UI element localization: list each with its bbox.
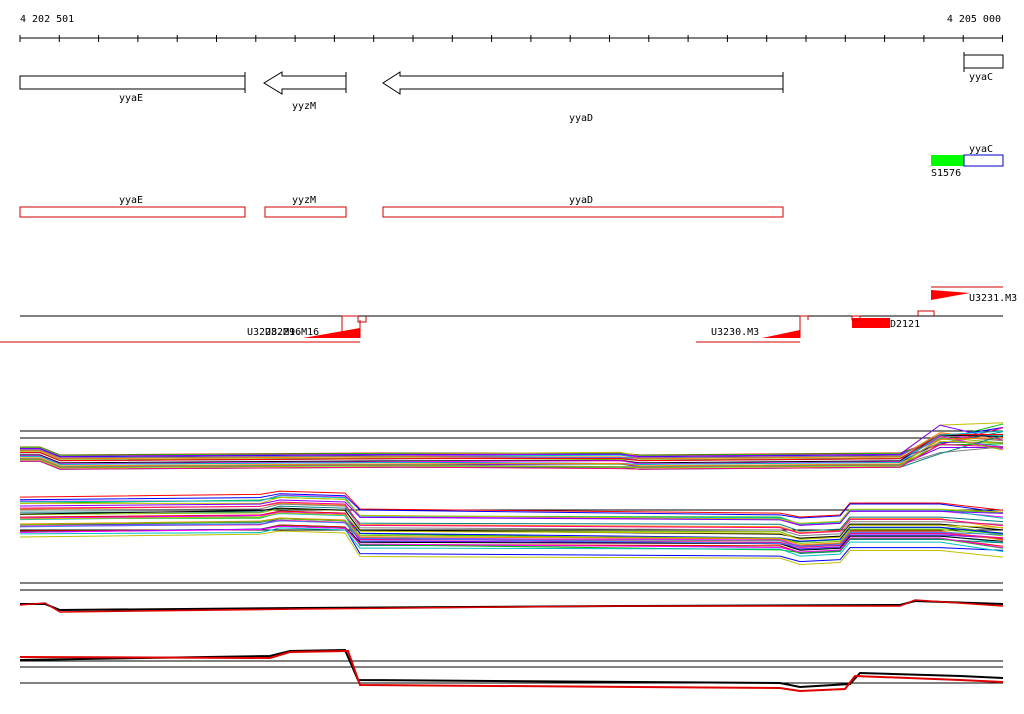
gene-label: yyzM [292, 101, 316, 112]
profile [20, 437, 1004, 456]
profile [20, 424, 1004, 457]
gene-track [19, 52, 1004, 95]
ruler-end: 4 205 000 [947, 14, 1001, 25]
gene-label: yyaD [569, 113, 593, 124]
profile [20, 427, 1004, 458]
feature-label: S1576 [931, 168, 961, 179]
feature-label: U3228.M16 [247, 327, 301, 338]
profile [20, 432, 1004, 460]
feature-label: D2121 [890, 319, 920, 330]
profile [19, 493, 1004, 519]
gene-label: yyaE [119, 195, 143, 206]
feature-box [931, 155, 964, 166]
profile [19, 505, 1004, 532]
profile [19, 527, 1004, 557]
profile [19, 503, 1004, 537]
profile [19, 507, 1004, 539]
operon-track [19, 206, 784, 218]
profile [19, 490, 1004, 518]
profile [19, 525, 1004, 553]
profile [20, 435, 1004, 465]
transcript-track [0, 286, 1003, 343]
profile [19, 517, 1004, 546]
gene-label: yyaE [119, 93, 143, 104]
gene-label: yyzM [292, 195, 316, 206]
profile [19, 520, 1004, 547]
feature-label: U3229.M16 [265, 327, 319, 338]
profile [20, 423, 1004, 456]
ruler: 4 202 501 4 205 000 [19, 14, 1003, 42]
profile [19, 496, 1004, 524]
feature-label: U3230.M3 [711, 327, 759, 338]
profile [20, 422, 1004, 457]
profile [19, 495, 1004, 525]
feature-label: U3231.M3 [969, 293, 1017, 304]
profile [19, 502, 1004, 534]
profile [19, 512, 1004, 540]
profile [19, 518, 1004, 544]
feature-box [963, 154, 1004, 167]
expression-profiles [19, 422, 1004, 693]
profile [19, 501, 1004, 534]
ruler-start: 4 202 501 [20, 14, 74, 25]
gene-label: yyaD [569, 195, 593, 206]
profile [19, 499, 1004, 526]
gene-label: yyaC [969, 72, 993, 83]
profile [20, 444, 1004, 470]
gene-label: yyaC [969, 144, 993, 155]
profile [19, 530, 1004, 566]
profile [20, 437, 1004, 469]
profile [20, 437, 1004, 467]
profile [20, 433, 1004, 462]
